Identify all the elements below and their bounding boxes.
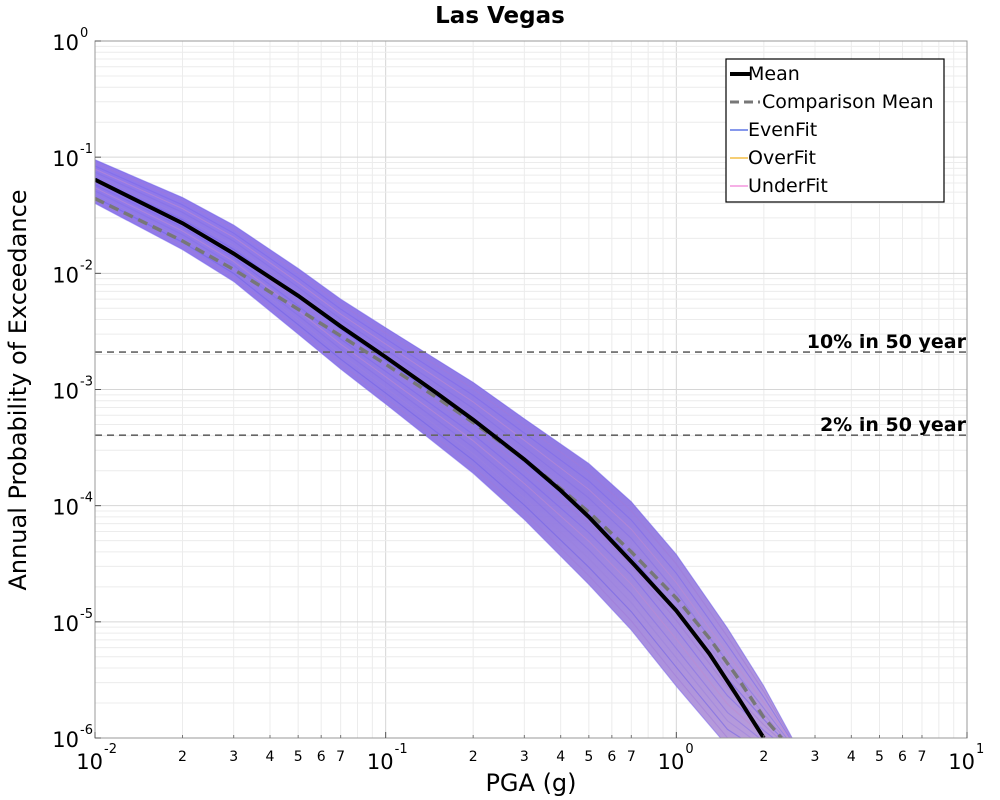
y-tick-exponent: -4	[80, 491, 93, 506]
x-minor-tick-label: 6	[317, 749, 326, 765]
chart-title: Las Vegas	[435, 3, 565, 29]
fit-curve-strand	[95, 202, 722, 738]
fit-curve-strand	[95, 184, 775, 738]
x-minor-tick-label: 7	[918, 749, 927, 765]
legend-label-overfit: OverFit	[748, 147, 816, 169]
x-minor-tick-label: 2	[759, 749, 768, 765]
grid	[94, 41, 967, 739]
x-minor-tick-label: 3	[229, 749, 238, 765]
x-minor-tick-label: 6	[898, 749, 907, 765]
x-minor-tick-label: 6	[607, 749, 616, 765]
ref-label-2pct: 2% in 50 year	[820, 414, 967, 436]
x-tick-exponent: -1	[395, 742, 408, 757]
series-mean	[95, 177, 766, 738]
y-tick-label: 10	[52, 147, 79, 171]
fit-curve-strand	[95, 196, 742, 738]
x-tick-label: 10	[76, 750, 103, 774]
x-tick-exponent: 1	[976, 742, 984, 757]
x-minor-tick-label: 5	[584, 749, 593, 765]
legend-label-evenfit: EvenFit	[748, 119, 817, 141]
fit-curves-band	[95, 159, 793, 738]
x-tick-label: 10	[658, 750, 685, 774]
y-tick-exponent: -2	[80, 258, 93, 273]
x-minor-tick-label: 7	[627, 749, 636, 765]
x-minor-tick-label: 2	[469, 749, 478, 765]
y-tick-exponent: 0	[80, 26, 88, 41]
fit-curve-strand	[95, 159, 793, 738]
legend-label-underfit: UnderFit	[748, 175, 828, 197]
y-tick-exponent: -5	[80, 607, 93, 622]
x-minor-tick-label: 4	[266, 749, 275, 765]
y-tick-label: 10	[52, 612, 79, 636]
ref-label-10pct: 10% in 50 year	[807, 331, 967, 353]
x-minor-tick-label: 5	[875, 749, 884, 765]
y-tick-label: 10	[52, 496, 79, 520]
y-tick-label: 10	[52, 380, 79, 404]
x-minor-tick-label: 7	[336, 749, 345, 765]
legend-box	[725, 58, 945, 203]
y-tick-label: 10	[52, 31, 79, 55]
y-tick-exponent: -3	[80, 375, 93, 390]
legend-label-comparison-mean: Comparison Mean	[762, 91, 934, 113]
x-minor-tick-label: 3	[520, 749, 529, 765]
y-tick-label: 10	[52, 728, 79, 752]
fit-curve-strand	[95, 187, 768, 738]
x-tick-label: 10	[948, 750, 975, 774]
legend-label-mean: Mean	[748, 63, 800, 85]
x-minor-tick-label: 2	[178, 749, 187, 765]
x-minor-tick-label: 4	[847, 749, 856, 765]
y-tick-label: 10	[52, 263, 79, 287]
y-axis-label: Annual Probability of Exceedance	[4, 189, 32, 590]
x-minor-tick-label: 5	[294, 749, 303, 765]
fit-curve-strand	[95, 168, 790, 738]
fit-curve-strand	[95, 174, 786, 738]
x-tick-exponent: 0	[685, 742, 693, 757]
x-minor-tick-label: 4	[556, 749, 565, 765]
fit-curve-strand	[95, 162, 792, 738]
x-minor-tick-label: 3	[811, 749, 820, 765]
x-tick-label: 10	[367, 750, 394, 774]
y-tick-exponent: -6	[80, 723, 93, 738]
fit-curve-strand	[95, 199, 729, 738]
fit-curve-strand	[95, 165, 791, 738]
legend: Mean Comparison Mean EvenFit OverFit Und…	[725, 58, 945, 203]
x-axis-label: PGA (g)	[485, 769, 576, 797]
y-tick-exponent: -1	[80, 142, 93, 157]
fit-curve-strand	[95, 190, 761, 738]
x-tick-exponent: -2	[104, 742, 117, 757]
